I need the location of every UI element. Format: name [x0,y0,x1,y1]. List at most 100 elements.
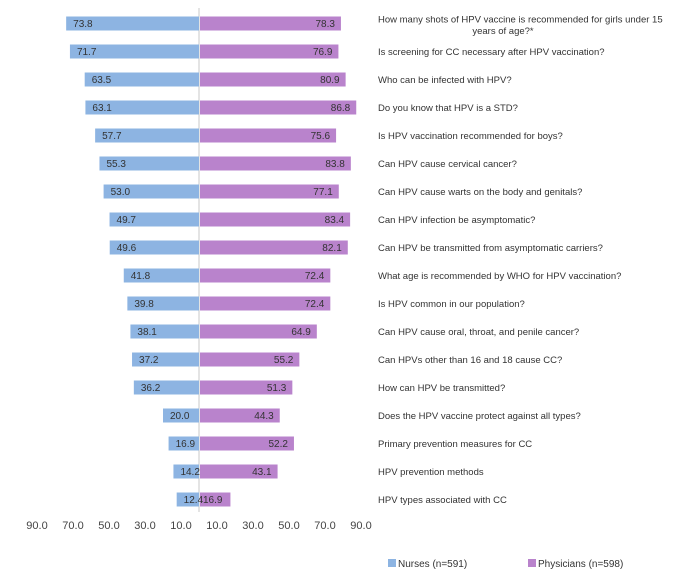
x-tick-label: 70.0 [62,520,83,532]
x-tick-label: 30.0 [242,520,263,532]
nurses-data-label: 41.8 [131,271,151,282]
nurses-bar [173,464,199,479]
question-label: Can HPV be transmitted from asymptomatic… [378,243,603,254]
x-axis-ticks: 90.0 70.0 50.0 30.0 10.0 10.0 30.0 50.0 70.0 90.0 [26,520,371,532]
nurses-data-label: 12.4 [184,495,204,506]
x-tick-label: 70.0 [314,520,335,532]
nurses-data-label: 53.0 [111,187,131,198]
physicians-data-label: 51.3 [267,383,287,394]
nurses-data-label: 49.7 [117,215,137,226]
physicians-data-label: 44.3 [254,411,274,422]
physicians-data-label: 64.9 [291,327,311,338]
nurses-data-label: 63.1 [92,103,112,114]
nurses-bar [69,44,199,59]
physicians-bar [200,436,294,451]
legend-swatch-nurses [388,559,396,567]
question-label: Can HPV cause cervical cancer? [378,159,517,170]
question-label: Does the HPV vaccine protect against all… [378,411,581,422]
nurses-bar [130,324,199,339]
nurses-bar [127,296,199,311]
x-tick-label: 90.0 [350,520,371,532]
physicians-data-label: 43.1 [252,467,272,478]
physicians-bar [200,296,331,311]
nurses-bar [103,184,199,199]
physicians-bar [200,492,231,507]
physicians-data-label: 52.2 [268,439,288,450]
nurses-data-label: 39.8 [134,299,154,310]
physicians-data-label: 83.8 [325,159,345,170]
x-tick-label: 50.0 [98,520,119,532]
nurses-data-label: 49.6 [117,243,137,254]
x-tick-label: 50.0 [278,520,299,532]
physicians-data-label: 77.1 [313,187,333,198]
nurses-bar [133,380,199,395]
x-tick-label: 10.0 [206,520,227,532]
physicians-bar [200,240,348,255]
x-tick-label: 30.0 [134,520,155,532]
nurses-bar [132,352,199,367]
physicians-data-label: 55.2 [274,355,294,366]
physicians-data-label: 75.6 [311,131,331,142]
question-label: Can HPV cause oral, throat, and penile c… [378,327,579,338]
nurses-bar [99,156,199,171]
physicians-bar [200,44,339,59]
nurses-bar [123,268,199,283]
question-label: Is HPV vaccination recommended for boys? [378,131,563,142]
nurses-data-label: 16.9 [176,439,196,450]
nurses-data-label: 55.3 [106,159,126,170]
physicians-bars [200,16,357,507]
physicians-bar [200,464,278,479]
physicians-bar [200,408,280,423]
nurses-data-label: 73.8 [73,19,93,30]
physicians-bar [200,212,351,227]
question-label: Can HPVs other than 16 and 18 cause CC? [378,355,562,366]
nurses-bar [163,408,199,423]
question-label: How can HPV be transmitted? [378,383,505,394]
nurses-data-labels: 73.8 71.7 63.5 63.1 57.7 55.3 53.0 49.7 49.6 41.8… [73,19,203,506]
physicians-data-label: 78.3 [315,19,335,30]
nurses-bar [95,128,199,143]
question-label: Is screening for CC necessary after HPV … [378,47,605,58]
nurses-data-label: 20.0 [170,411,190,422]
question-label: Who can be infected with HPV? [378,75,512,86]
nurses-data-label: 37.2 [139,355,159,366]
physicians-bar [200,156,351,171]
legend-swatch-physicians [528,559,536,567]
physicians-bar [200,72,346,87]
x-tick-label: 90.0 [26,520,47,532]
physicians-data-label: 16.9 [203,495,223,506]
question-label: Do you know that HPV is a STD? [378,103,518,114]
physicians-data-labels: 78.3 76.9 80.9 86.8 75.6 83.8 77.1 83.4 82.1 72.4… [203,19,351,506]
nurses-bar [85,100,199,115]
physicians-data-label: 83.4 [325,215,345,226]
question-label: Primary prevention measures for CC [378,439,532,450]
nurses-bar [176,492,199,507]
legend: Nurses (n=591) Physicians (n=598) [388,559,623,570]
nurses-data-label: 57.7 [102,131,122,142]
nurses-bar [109,240,199,255]
physicians-bar [200,324,317,339]
legend-label-nurses: Nurses (n=591) [398,559,467,570]
physicians-data-label: 76.9 [313,47,333,58]
legend-label-physicians: Physicians (n=598) [538,559,623,570]
physicians-bar [200,268,331,283]
physicians-data-label: 72.4 [305,271,325,282]
question-label: Can HPV cause warts on the body and geni… [378,187,582,198]
x-tick-label: 10.0 [170,520,191,532]
nurses-bars [66,16,199,507]
nurses-data-label: 36.2 [141,383,161,394]
physicians-data-label: 80.9 [320,75,340,86]
question-label: HPV prevention methods [378,467,484,478]
question-label: What age is recommended by WHO for HPV v… [378,271,621,282]
nurses-data-label: 38.1 [137,327,157,338]
question-label: HPV types associated with CC [378,495,507,506]
physicians-bar [200,380,293,395]
nurses-data-label: 14.2 [180,467,200,478]
physicians-bar [200,352,300,367]
nurses-bar [66,16,199,31]
physicians-bar [200,184,339,199]
physicians-bar [200,100,357,115]
question-label: Can HPV infection be asymptomatic? [378,215,535,226]
question-labels: How many shots of HPV vaccine is recomme… [378,15,663,507]
